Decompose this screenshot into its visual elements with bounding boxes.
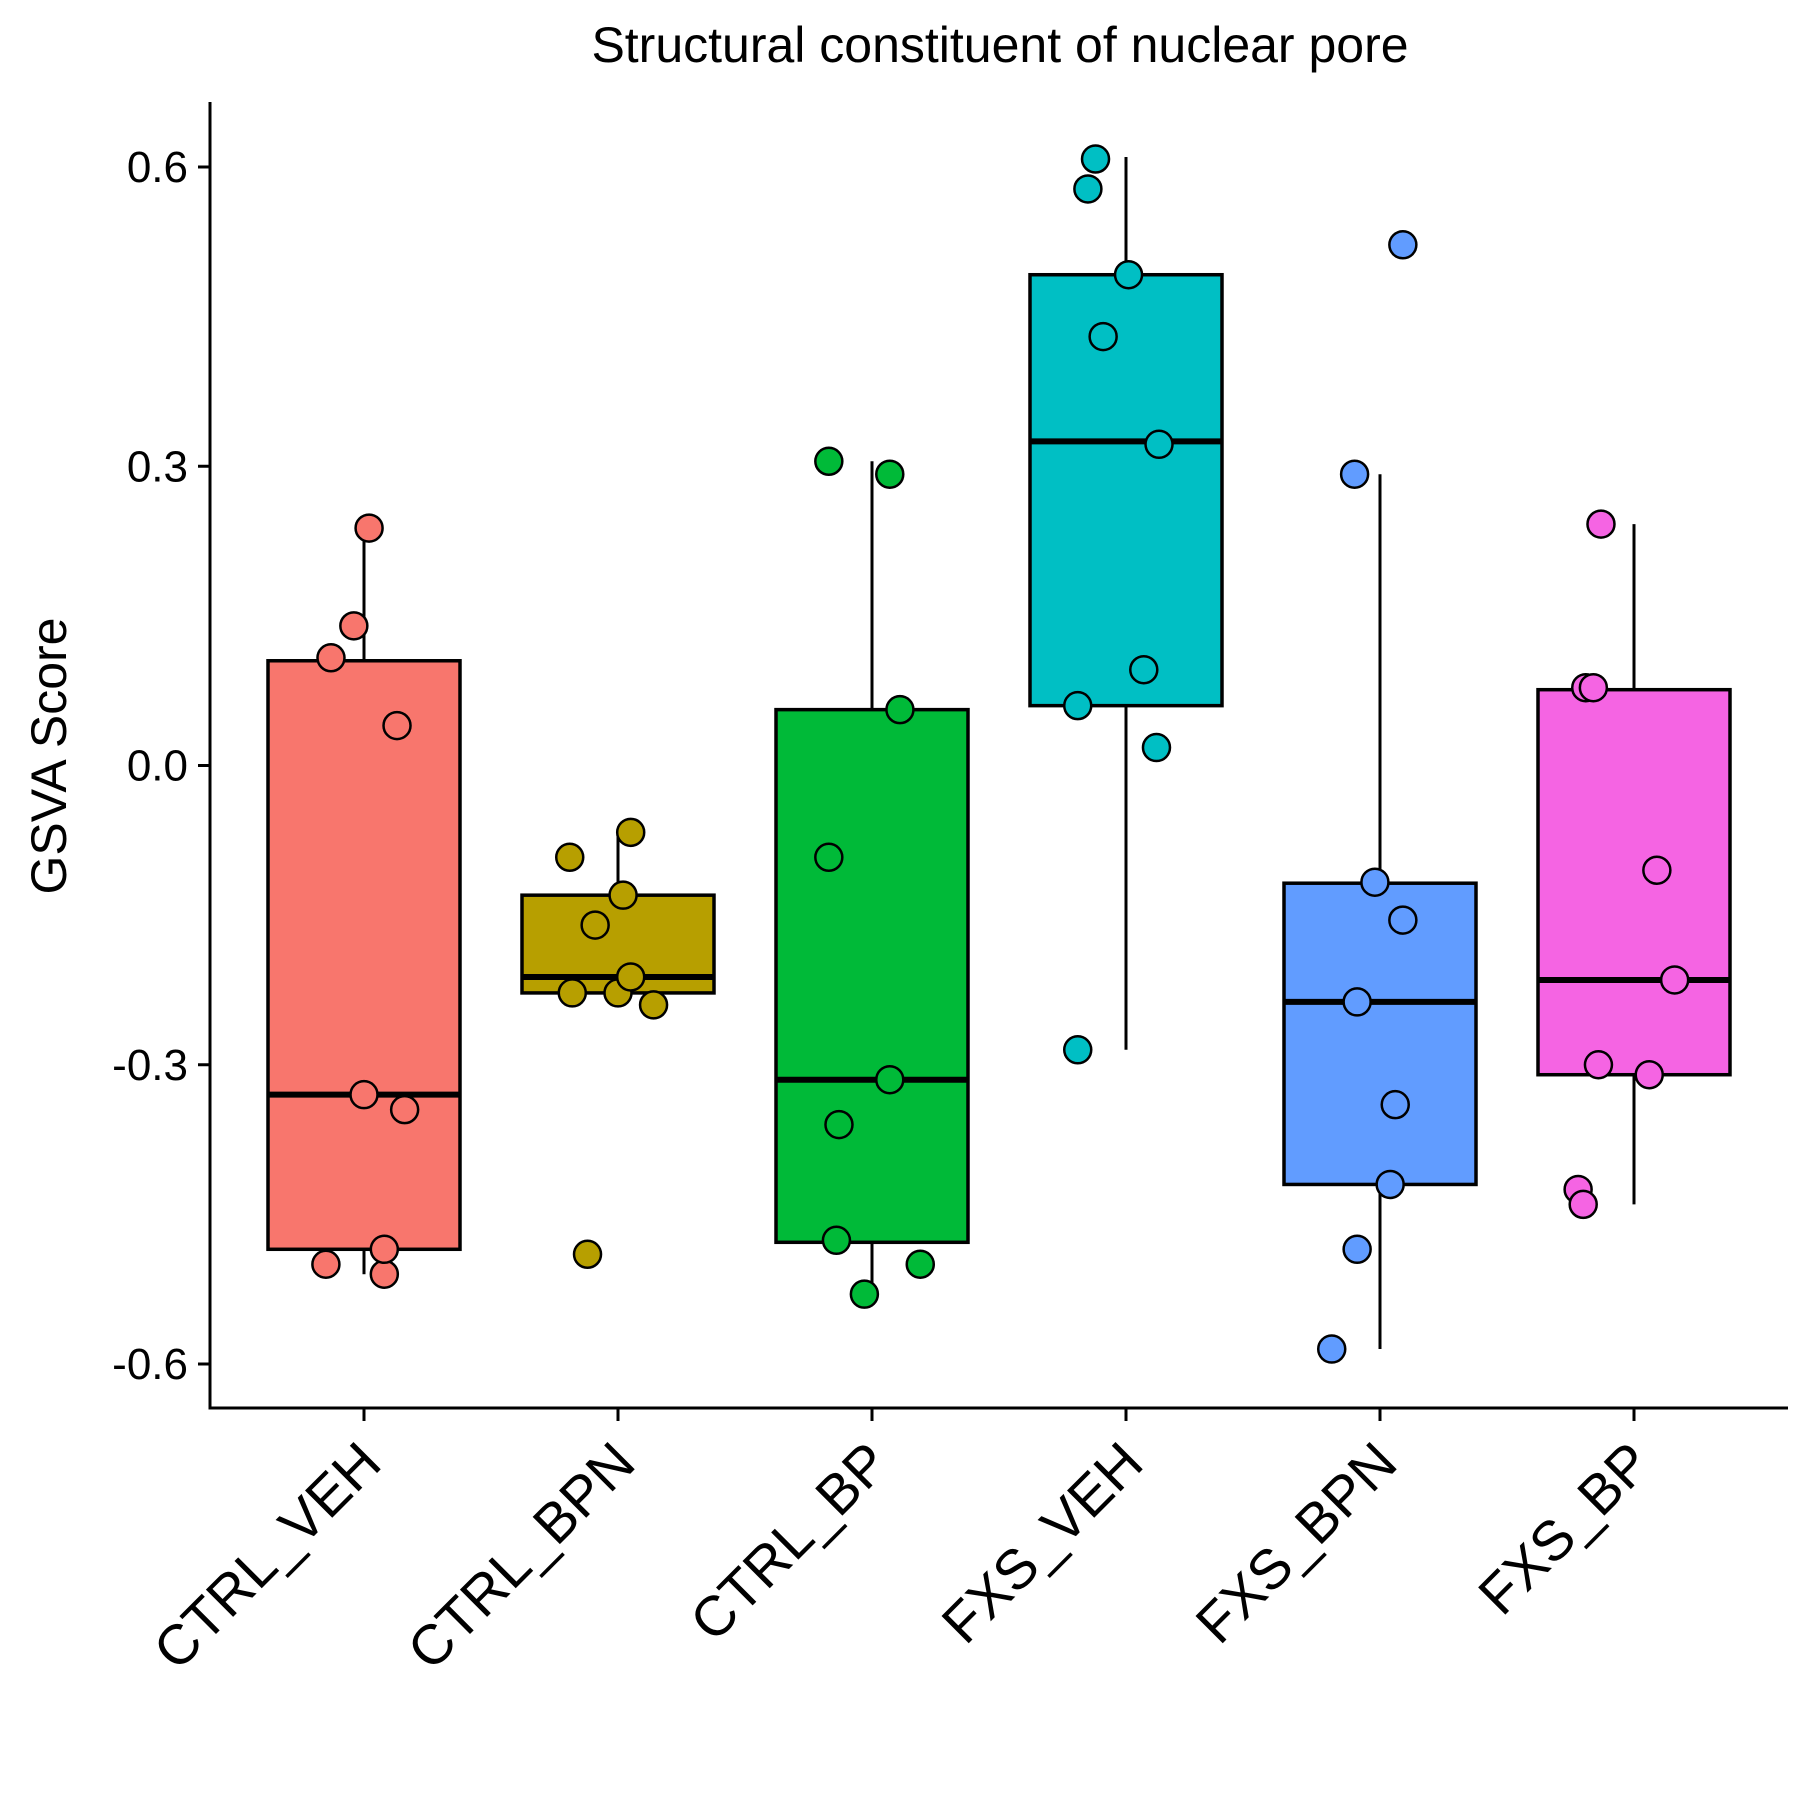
data-point <box>885 694 915 725</box>
data-point <box>1583 1050 1614 1080</box>
data-point <box>1062 690 1093 721</box>
data-point <box>615 962 646 992</box>
data-point <box>1342 987 1372 1017</box>
data-point <box>824 1109 854 1140</box>
data-point <box>814 446 844 477</box>
x-tick-label: FXS_BP <box>1466 1430 1662 1626</box>
data-point <box>1129 654 1159 685</box>
chart-title: Structural constituent of nuclear pore <box>591 17 1408 73</box>
data-point <box>557 978 588 1008</box>
data-point <box>1342 1234 1372 1265</box>
x-tick-label: FXS_BPN <box>1183 1430 1408 1655</box>
y-tick-label: 0.6 <box>127 143 188 192</box>
data-point <box>1144 429 1174 460</box>
data-point <box>849 1279 880 1309</box>
data-point <box>369 1234 400 1265</box>
data-point <box>615 817 646 848</box>
box-ctrl-bp <box>774 707 970 1245</box>
data-point <box>905 1249 936 1279</box>
data-point <box>1568 1189 1598 1220</box>
data-point <box>1062 1035 1093 1065</box>
data-point <box>1388 905 1418 935</box>
data-point <box>369 1259 400 1289</box>
box-ctrl-veh <box>266 659 462 1252</box>
data-point <box>1380 1089 1410 1120</box>
data-point <box>311 1249 341 1279</box>
data-point <box>1659 965 1690 995</box>
data-point <box>821 1225 852 1256</box>
data-point <box>349 1079 379 1110</box>
data-point <box>608 880 638 910</box>
data-point <box>389 1094 420 1125</box>
data-point <box>339 611 369 641</box>
box-fxs-veh <box>1028 272 1224 708</box>
x-tick-label: CTRL_BP <box>678 1430 901 1653</box>
data-point <box>638 990 669 1020</box>
data-point <box>1088 321 1118 352</box>
box-fxs-bp <box>1536 687 1732 1077</box>
data-point <box>1388 230 1418 260</box>
data-point <box>382 710 412 741</box>
data-point <box>1339 459 1370 489</box>
data-point <box>1316 1334 1347 1364</box>
data-point <box>1141 732 1172 763</box>
data-point <box>1113 259 1144 290</box>
data-point <box>1360 867 1390 897</box>
box-fxs-bpn <box>1282 881 1478 1187</box>
data-point <box>572 1239 603 1270</box>
data-point <box>1375 1169 1405 1200</box>
data-point <box>580 910 610 940</box>
plot-area: 0.6 0.3 0.0 -0.3 -0.6 CTRL_VEH CTRL_BPN CTRL_BP… <box>112 102 1788 1681</box>
data-point <box>1578 672 1609 703</box>
data-point <box>316 643 346 673</box>
y-tick-label: 0.3 <box>127 442 188 491</box>
data-point <box>1073 174 1103 204</box>
data-point <box>354 513 384 543</box>
data-point <box>1080 144 1111 174</box>
y-tick-label: -0.6 <box>112 1340 188 1389</box>
data-point <box>1642 855 1672 885</box>
data-point <box>554 842 585 873</box>
x-tick-label: FXS_VEH <box>929 1430 1154 1655</box>
data-point <box>814 842 844 873</box>
data-point <box>875 1064 905 1095</box>
data-point <box>875 459 905 489</box>
x-tick-label: CTRL_BPN <box>395 1430 646 1681</box>
data-point <box>1634 1059 1664 1090</box>
y-axis-title: GSVA Score <box>21 618 77 895</box>
y-tick-label: 0.0 <box>127 742 188 791</box>
data-point <box>1586 509 1616 539</box>
y-tick-label: -0.3 <box>112 1041 188 1090</box>
x-tick-label: CTRL_VEH <box>141 1430 392 1681</box>
